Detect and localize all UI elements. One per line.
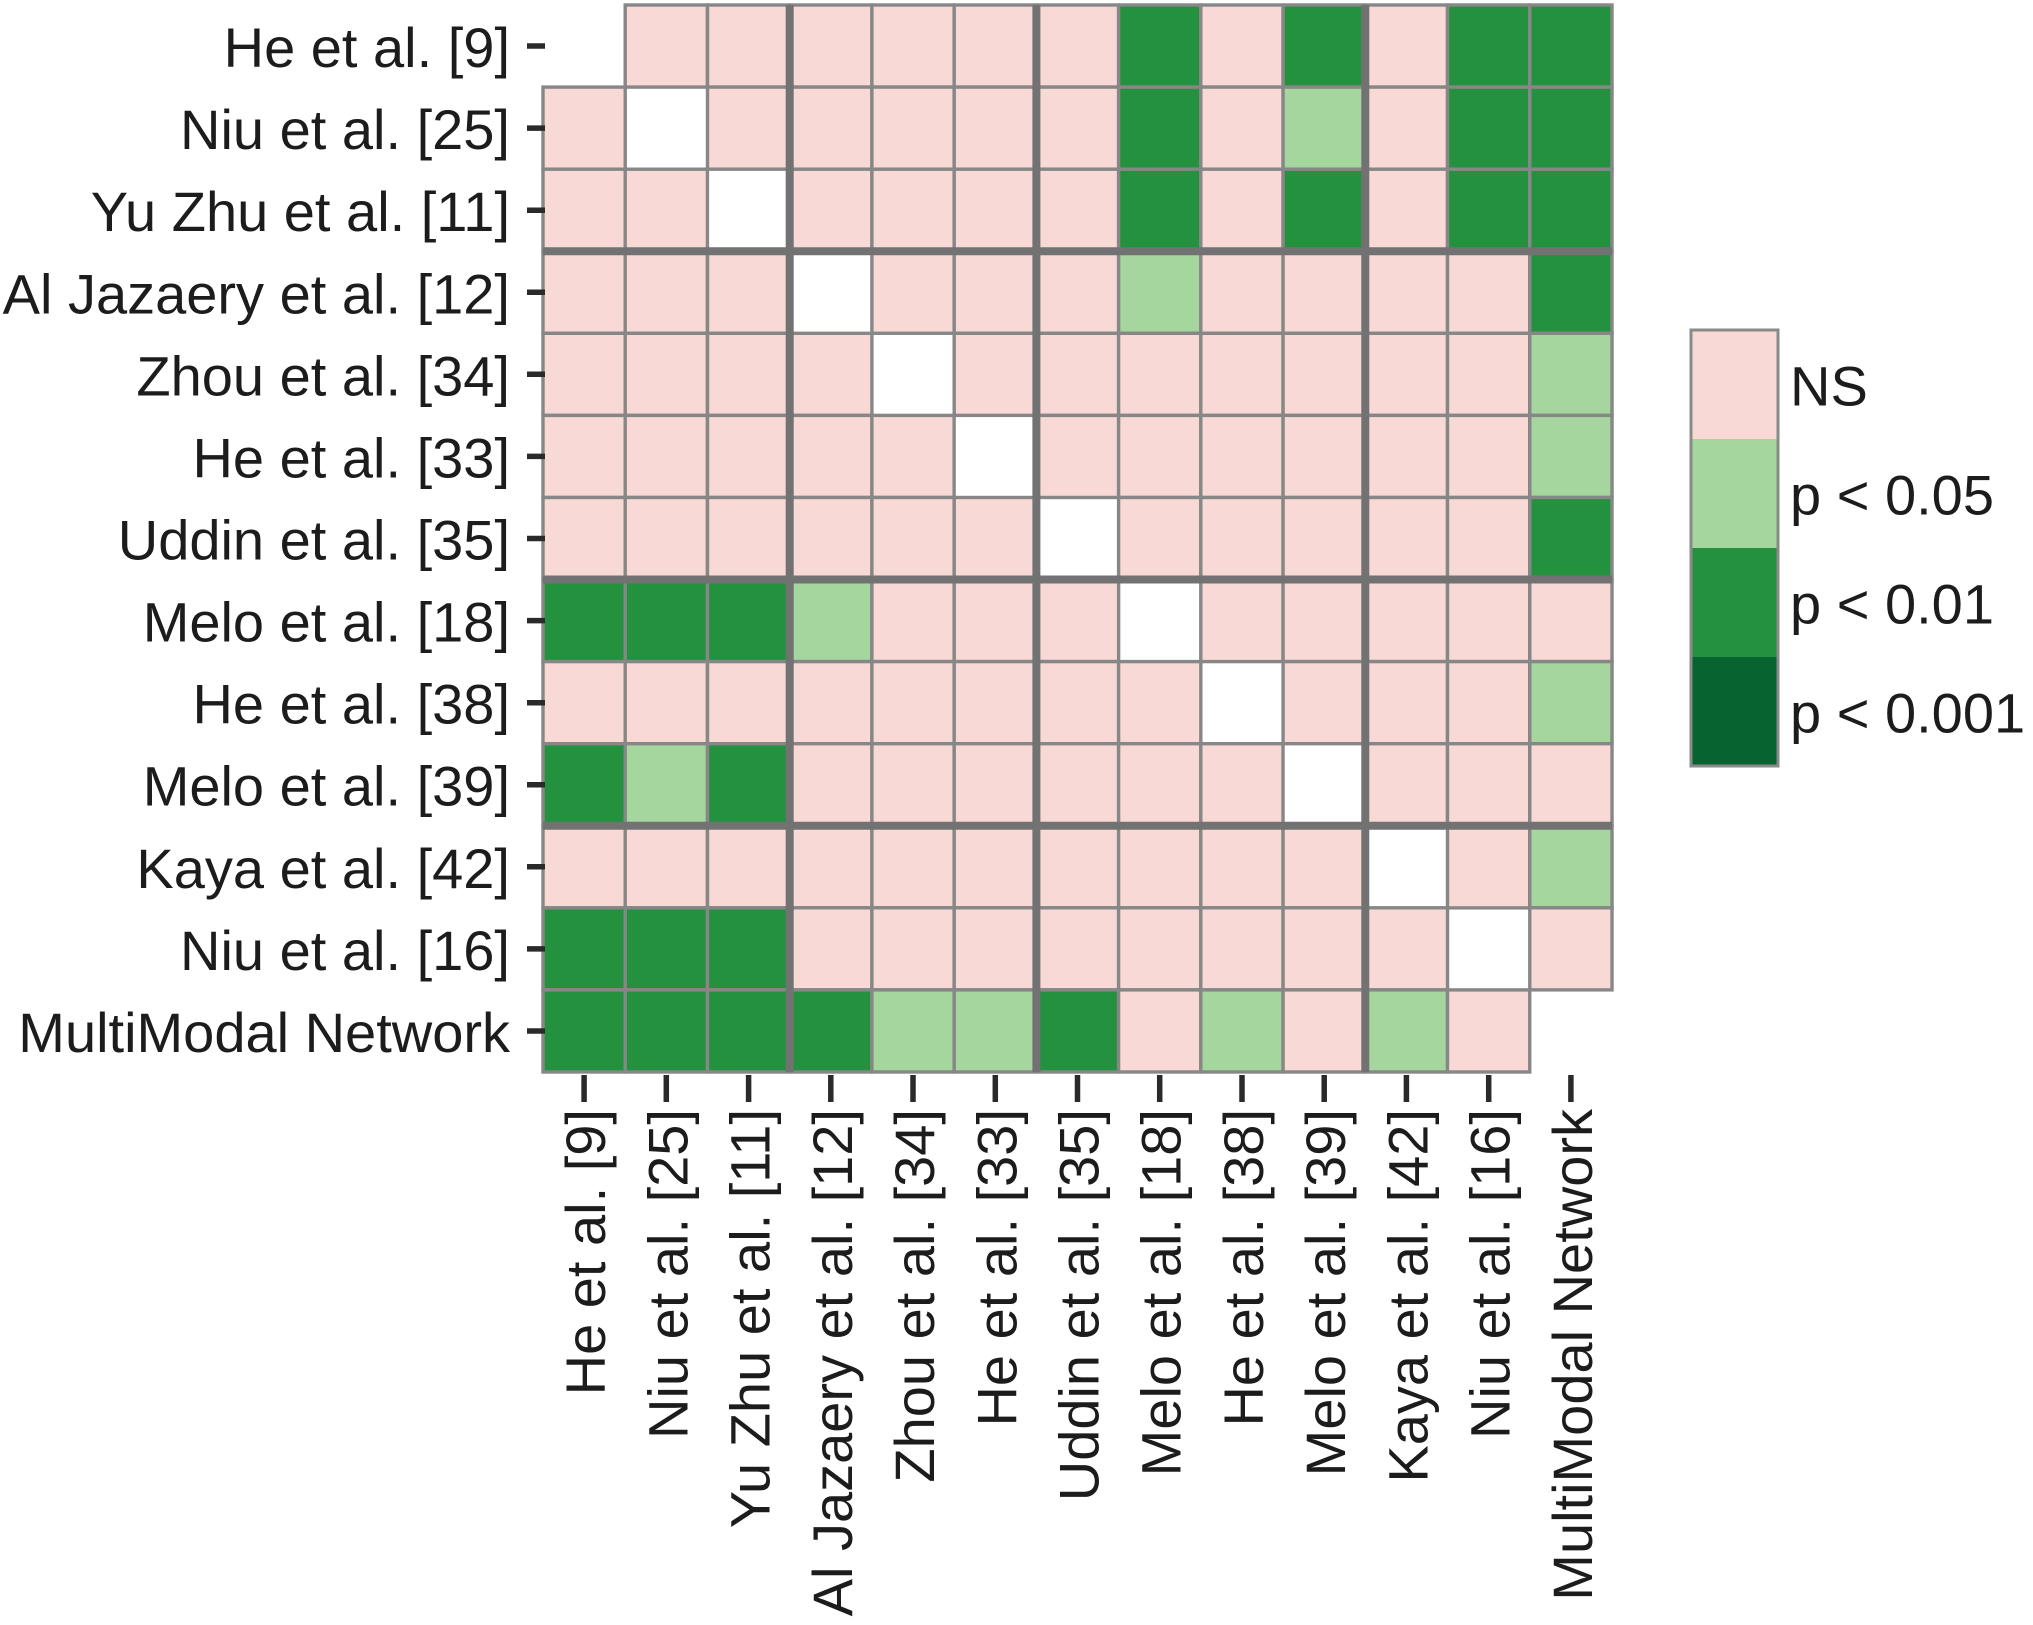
svg-text:Niu et al. [16]: Niu et al. [16] — [1459, 1109, 1522, 1439]
svg-text:He et al. [38]: He et al. [38] — [192, 673, 510, 736]
svg-text:Uddin et al. [35]: Uddin et al. [35] — [118, 509, 510, 572]
svg-text:p < 0.05: p < 0.05 — [1790, 464, 1994, 527]
svg-text:Melo et al. [39]: Melo et al. [39] — [1294, 1109, 1357, 1476]
svg-text:He et al. [9]: He et al. [9] — [224, 16, 510, 79]
svg-text:Niu et al. [25]: Niu et al. [25] — [636, 1109, 699, 1439]
svg-text:Al Jazaery et al. [12]: Al Jazaery et al. [12] — [801, 1109, 864, 1616]
svg-text:MultiModal Network: MultiModal Network — [1541, 1108, 1604, 1601]
svg-text:Zhou et al. [34]: Zhou et al. [34] — [883, 1109, 946, 1483]
svg-text:Yu Zhu et al. [11]: Yu Zhu et al. [11] — [91, 180, 510, 243]
svg-text:Yu Zhu et al. [11]: Yu Zhu et al. [11] — [719, 1109, 782, 1528]
svg-text:Melo et al. [18]: Melo et al. [18] — [1130, 1109, 1193, 1476]
svg-text:He et al. [33]: He et al. [33] — [192, 426, 510, 489]
svg-text:He et al. [38]: He et al. [38] — [1212, 1109, 1275, 1427]
svg-text:MultiModal Network: MultiModal Network — [18, 1001, 511, 1064]
svg-text:Kaya et al. [42]: Kaya et al. [42] — [136, 837, 510, 900]
svg-text:Melo et al. [39]: Melo et al. [39] — [143, 755, 510, 818]
svg-text:p < 0.01: p < 0.01 — [1790, 573, 1994, 636]
svg-text:He et al. [33]: He et al. [33] — [965, 1109, 1028, 1427]
svg-text:Kaya et al. [42]: Kaya et al. [42] — [1376, 1109, 1439, 1483]
svg-text:Niu et al. [25]: Niu et al. [25] — [180, 98, 510, 161]
svg-text:p < 0.001: p < 0.001 — [1790, 682, 2025, 745]
svg-text:Uddin et al. [35]: Uddin et al. [35] — [1048, 1109, 1111, 1501]
svg-text:He et al. [9]: He et al. [9] — [554, 1109, 617, 1395]
svg-text:Niu et al. [16]: Niu et al. [16] — [180, 919, 510, 982]
svg-text:NS: NS — [1790, 355, 1868, 418]
svg-text:Zhou et al. [34]: Zhou et al. [34] — [136, 344, 510, 407]
svg-text:Melo et al. [18]: Melo et al. [18] — [143, 591, 510, 654]
svg-text:Al Jazaery et al. [12]: Al Jazaery et al. [12] — [3, 262, 510, 325]
